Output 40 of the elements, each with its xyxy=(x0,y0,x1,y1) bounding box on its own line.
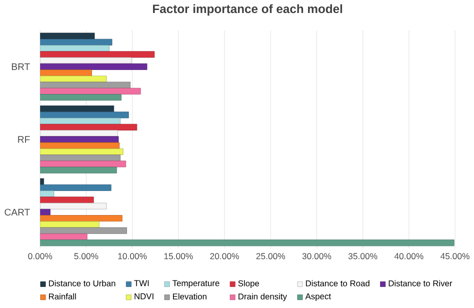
bar xyxy=(40,148,124,155)
x-tick-label: 25.00% xyxy=(256,253,286,260)
legend-label: Distance to Urban xyxy=(48,280,116,286)
legend-label: Distance to Road xyxy=(306,280,370,286)
legend-label: Elevation xyxy=(173,293,206,300)
legend-label: Rainfall xyxy=(48,293,76,300)
x-tick-label: 35.00% xyxy=(348,253,378,260)
y-tick-label: CART xyxy=(4,208,30,216)
y-tick-label: RF xyxy=(18,136,30,143)
bar xyxy=(40,70,92,76)
legend-label: TWI xyxy=(134,280,149,286)
x-tick-label: 15.00% xyxy=(164,253,193,260)
bar xyxy=(40,57,132,64)
bar xyxy=(40,215,122,222)
legend-label: Drain density xyxy=(238,293,288,302)
bar xyxy=(40,227,127,234)
legend-label: Slope xyxy=(238,280,260,288)
bar xyxy=(40,154,121,162)
x-tick-label: 5.00% xyxy=(74,253,98,260)
x-tick-label: 0.00% xyxy=(28,253,52,260)
x-tick-label: 45.00% xyxy=(440,253,470,260)
bar xyxy=(40,142,120,149)
bar xyxy=(40,202,107,210)
bar xyxy=(40,82,131,88)
bar xyxy=(40,240,454,246)
legend-label: NDVI xyxy=(134,293,154,300)
legend-label: Aspect xyxy=(305,293,331,301)
bar xyxy=(40,88,141,94)
bar xyxy=(40,233,88,240)
bar xyxy=(40,130,118,137)
legend-label: Temperature xyxy=(172,280,220,288)
x-tick-label: 20.00% xyxy=(210,253,239,260)
x-tick-label: 40.00% xyxy=(394,253,424,260)
y-tick-label: BRT xyxy=(12,63,30,70)
bar xyxy=(40,221,100,228)
legend-label: Distance to River xyxy=(388,280,452,286)
x-tick-label: 10.00% xyxy=(118,253,147,260)
bar xyxy=(40,160,126,168)
x-tick-label: 30.00% xyxy=(302,253,332,260)
chart-title: Factor importance of each model xyxy=(153,4,342,16)
